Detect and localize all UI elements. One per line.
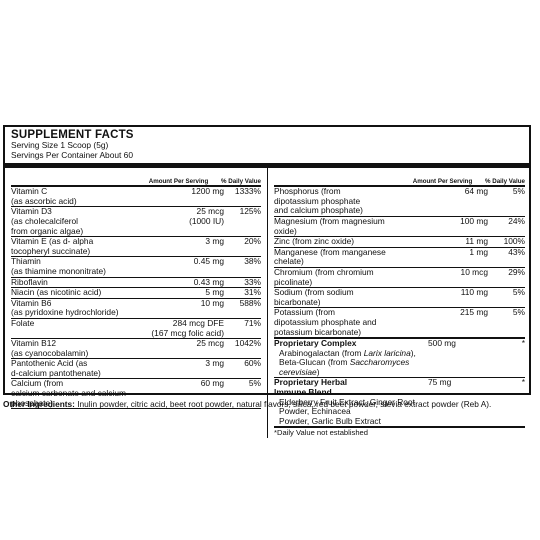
panel-title: SUPPLEMENT FACTS — [11, 129, 134, 141]
nutrient-row: Thiamin (as thiamine mononitrate) 0.45 mg… — [11, 256, 261, 278]
nutrient-row: Magnesium (from magnesium oxide) 100 mg … — [274, 215, 525, 238]
proprietary-complex: Proprietary Complex Arabinogalactan (fro… — [274, 338, 525, 379]
nutrient-row: Phosphorus (from dipotassium phosphate and… — [274, 186, 525, 217]
nutrient-row: Zinc (from zinc oxide) 11 mg 100% — [274, 236, 525, 248]
serving-size: Serving Size 1 Scoop (5g) — [11, 140, 109, 150]
other-ingredients: Other Ingredients: Inulin powder, citric… — [3, 399, 537, 409]
footnote: *Daily Value not established — [274, 428, 368, 438]
amount-header: Amount Per Serving — [148, 177, 209, 185]
supplement-facts-panel: SUPPLEMENT FACTS Serving Size 1 Scoop (5… — [3, 125, 531, 439]
nutrient-row: Sodium (from sodium bicarbonate) 110 mg … — [274, 287, 525, 309]
other-ingredients-text: Inulin powder, citric acid, beet root po… — [74, 399, 492, 409]
column-header: Amount Per Serving % Daily Value — [274, 168, 525, 188]
nutrient-row: Vitamin E (as d- alpha tocopheryl succina… — [11, 236, 261, 258]
other-ingredients-label: Other Ingredients: — [3, 399, 75, 409]
proprietary-herbal: Proprietary Herbal Immune Blend Elderber… — [274, 378, 525, 429]
nutrient-row: Vitamin C (as ascorbic acid) 1200 mg 1333… — [11, 186, 261, 208]
thick-divider — [5, 163, 529, 169]
nutrient-row: Calcium (from calcium carbonate and calci… — [11, 378, 261, 410]
nutrient-row: Pantothenic Acid (as d-calcium pantothena… — [11, 358, 261, 380]
nutrient-row: Vitamin B6 (as pyridoxine hydrochloride) … — [11, 297, 261, 319]
column-header: Amount Per Serving % Daily Value — [11, 168, 261, 188]
nutrient-row: Niacin (as nicotinic acid) 5 mg 31% — [11, 287, 261, 299]
nutrient-row: Folate 284 mcg DFE (167 mcg folic acid) 7… — [11, 317, 261, 340]
nutrient-row: Manganese (from manganese chelate) 1 mg … — [274, 246, 525, 268]
nutrient-row: Vitamin B12 (as cyanocobalamin) 25 mcg 10… — [11, 338, 261, 360]
right-column: Amount Per Serving % Daily Value Phospho… — [268, 168, 525, 438]
amount-header: Amount Per Serving — [412, 177, 473, 185]
nutrient-row: Chromium (from chromium picolinate) 10 m… — [274, 266, 525, 289]
dv-header: % Daily Value — [221, 177, 261, 185]
left-column: Amount Per Serving % Daily Value Vitamin… — [11, 168, 268, 439]
dv-header: % Daily Value — [485, 177, 525, 185]
nutrient-row: Riboflavin 0.43 mg 33% — [11, 276, 261, 289]
nutrient-row: Vitamin D3 (as cholecalciferol from organi… — [11, 206, 261, 238]
nutrient-row: Potassium (from dipotassium phosphate and… — [274, 308, 525, 340]
servings-per-container: Servings Per Container About 60 — [11, 149, 133, 160]
